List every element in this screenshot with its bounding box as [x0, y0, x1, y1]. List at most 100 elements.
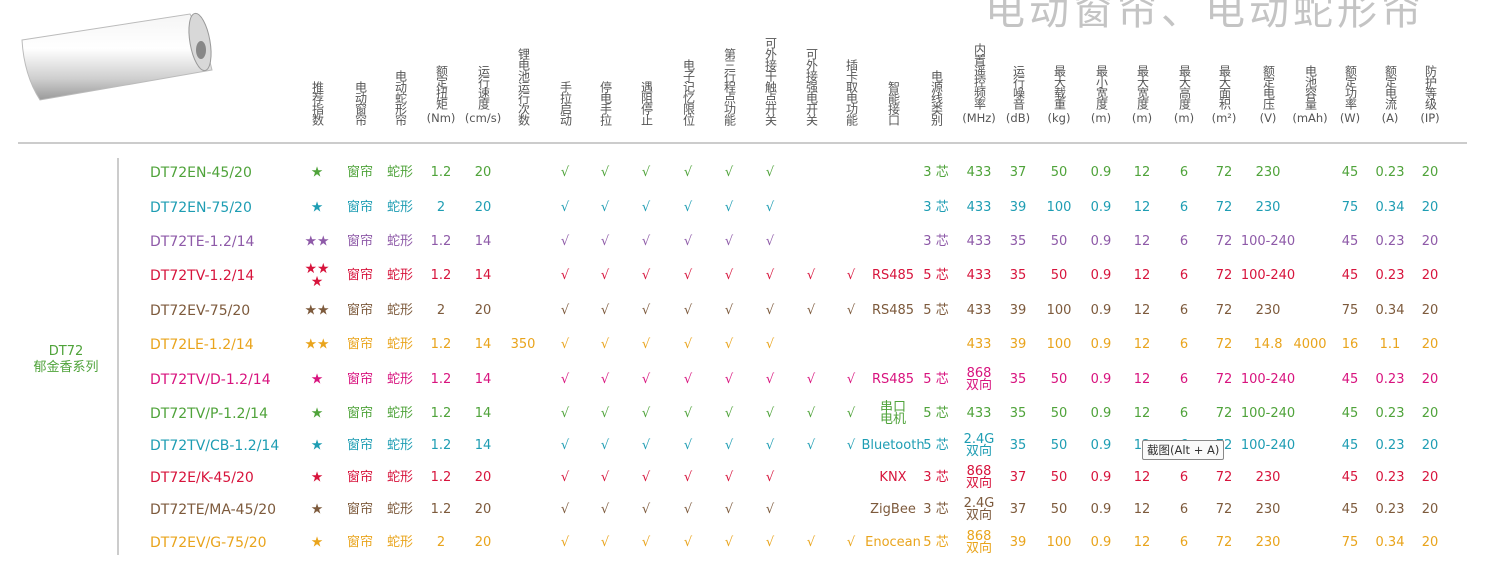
cell: 20: [1421, 438, 1439, 453]
column-label: 电动窗帘: [353, 81, 368, 125]
cell: √: [683, 438, 693, 453]
column-header: 推荐指数: [311, 81, 325, 125]
cell: √: [846, 406, 856, 421]
cell: 窗帘: [346, 438, 374, 453]
column-header: 最大面积 (m²): [1212, 65, 1237, 125]
cell: √: [600, 200, 610, 215]
rating-stars: ★★: [304, 336, 330, 353]
cell: 230: [1255, 200, 1281, 215]
cell: 20: [474, 200, 492, 215]
cell: 230: [1255, 502, 1281, 517]
cell: √: [600, 502, 610, 517]
cell: 433: [966, 303, 992, 318]
model-name: DT72TV/P-1.2/14: [150, 406, 268, 422]
cell: √: [600, 470, 610, 485]
cell: √: [765, 470, 775, 485]
cell: 50: [1050, 165, 1068, 180]
cell: √: [683, 337, 693, 352]
column-header: 电池容量 (mAh): [1292, 65, 1327, 125]
cell: 蛇形: [386, 303, 414, 318]
cell: √: [560, 438, 570, 453]
cell: 0.23: [1375, 406, 1405, 421]
cell: 6: [1179, 372, 1189, 387]
cell: 5 芯: [923, 372, 949, 387]
column-label: 最大宽度: [1135, 65, 1150, 109]
cell: 1.2: [430, 337, 452, 352]
cell: 窗帘: [346, 372, 374, 387]
cell: 12: [1133, 470, 1151, 485]
cell: 72: [1215, 406, 1233, 421]
cell: RS485: [871, 303, 915, 318]
cell: √: [806, 438, 816, 453]
cell: 14: [474, 406, 492, 421]
cell: 39: [1009, 337, 1027, 352]
cell: 45: [1341, 470, 1359, 485]
column-label: 最小宽度: [1094, 65, 1109, 109]
cell: √: [641, 406, 651, 421]
column-label: 遇阻停止: [639, 81, 654, 125]
cell: 0.9: [1090, 406, 1112, 421]
cell: 72: [1215, 535, 1233, 550]
cell: √: [641, 303, 651, 318]
cell: 6: [1179, 234, 1189, 249]
cell: 0.9: [1090, 200, 1112, 215]
cell: 0.23: [1375, 165, 1405, 180]
cell: √: [560, 234, 570, 249]
cell: 72: [1215, 303, 1233, 318]
cell: √: [683, 200, 693, 215]
cell: 3 芯: [923, 165, 949, 180]
column-unit: (mAh): [1292, 111, 1328, 125]
model-name: DT72TE/MA-45/20: [150, 502, 277, 518]
cell: 35: [1009, 234, 1027, 249]
cell: √: [765, 268, 775, 283]
cell: 3 芯: [923, 200, 949, 215]
model-name: DT72TE-1.2/14: [150, 234, 255, 250]
cell: 72: [1215, 234, 1233, 249]
cell: 14: [474, 234, 492, 249]
cell: 45: [1341, 165, 1359, 180]
column-header: 第三行程点功能: [723, 48, 737, 125]
column-header: 最大载重 (kg): [1048, 65, 1071, 125]
cell: 6: [1179, 200, 1189, 215]
model-name: DT72TV/D-1.2/14: [150, 372, 271, 388]
cell: √: [600, 303, 610, 318]
column-header: 内置遥控频率 (MHz): [962, 43, 996, 125]
cell: 20: [1421, 165, 1439, 180]
cell: 5 芯: [923, 535, 949, 550]
cell: 39: [1009, 200, 1027, 215]
cell: 45: [1341, 406, 1359, 421]
column-label: 插卡取电功能: [844, 59, 859, 125]
column-label: 运行噪音: [1011, 65, 1026, 109]
cell: 433: [966, 337, 992, 352]
cell: 45: [1341, 268, 1359, 283]
cell: √: [683, 234, 693, 249]
model-name: DT72EN-75/20: [150, 200, 252, 216]
cell: 2: [436, 535, 446, 550]
cell: 20: [1421, 303, 1439, 318]
column-header: 电子记忆限位: [682, 59, 696, 125]
cell: 窗帘: [346, 406, 374, 421]
cell: 1.2: [430, 470, 452, 485]
cell: 2: [436, 200, 446, 215]
column-unit: (m): [1131, 111, 1153, 125]
column-header: 运行速度 (cm/s): [465, 65, 501, 125]
cell: 蛇形: [386, 470, 414, 485]
cell: 230: [1255, 303, 1281, 318]
column-header: 智能接口: [887, 81, 901, 125]
cell: √: [641, 165, 651, 180]
cell: 12: [1133, 406, 1151, 421]
product-image: [21, 12, 213, 101]
column-label: 运行速度: [476, 65, 491, 109]
cell: √: [846, 303, 856, 318]
cell: 50: [1050, 470, 1068, 485]
cell: 0.9: [1090, 470, 1112, 485]
cell: 14: [474, 268, 492, 283]
rating-stars: ★: [310, 199, 324, 216]
cell: √: [724, 372, 734, 387]
cell: 230: [1255, 165, 1281, 180]
cell: 蛇形: [386, 406, 414, 421]
cell: √: [846, 535, 856, 550]
cell: 1.2: [430, 165, 452, 180]
cell: 75: [1341, 535, 1359, 550]
